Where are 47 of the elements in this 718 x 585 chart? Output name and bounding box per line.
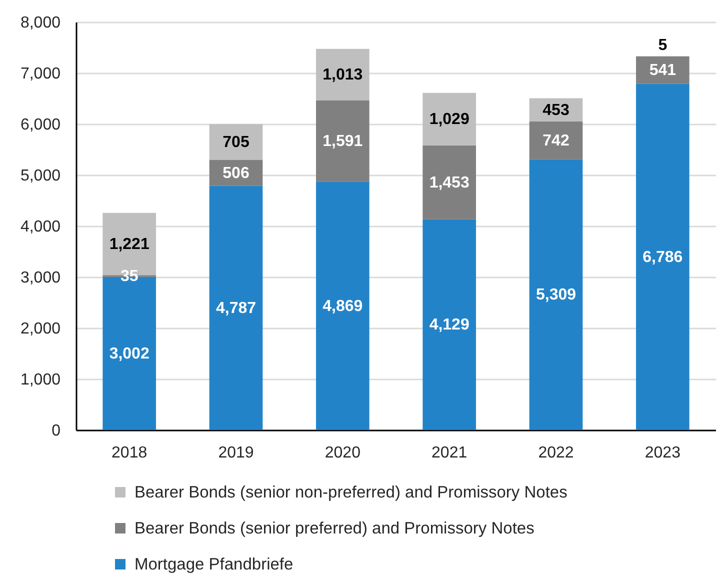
y-tick-label: 6,000	[20, 116, 61, 134]
x-tick-label: 2020	[324, 444, 361, 462]
data-label: 6,786	[642, 248, 683, 266]
x-tick-label: 2021	[432, 444, 468, 462]
data-label: 1,453	[429, 174, 470, 192]
y-tick-label: 4,000	[20, 218, 61, 236]
x-tick-label: 2022	[538, 444, 574, 462]
y-tick-label: 0	[52, 422, 61, 440]
data-label: 5	[658, 37, 668, 54]
y-tick-label: 8,000	[20, 14, 61, 32]
bar	[636, 84, 690, 430]
legend-label: Bearer Bonds (senior non-preferred) and Promissory Notes	[134, 483, 568, 502]
data-label: 5,309	[536, 286, 576, 304]
y-tick-label: 1,000	[20, 372, 61, 388]
y-tick-label: 7,000	[20, 66, 61, 82]
data-label: 4,787	[216, 300, 256, 317]
legend-label: Bearer Bonds (senior preferred) and Promissory Notes	[134, 519, 534, 538]
data-label: 1,591	[322, 133, 363, 150]
bar	[422, 92, 476, 146]
x-tick-label: 2019	[218, 444, 254, 462]
data-label: 453	[542, 102, 570, 119]
bar	[529, 121, 583, 160]
y-tick-label: 5,000	[20, 168, 61, 184]
bar	[316, 48, 370, 101]
y-tick-label: 3,000	[20, 270, 61, 286]
data-label: 705	[222, 134, 250, 152]
bar	[422, 219, 476, 430]
bar	[209, 124, 263, 160]
x-tick-label: 2018	[112, 444, 148, 462]
data-label: 1,013	[322, 66, 363, 84]
bar	[636, 56, 690, 84]
bar	[316, 182, 370, 430]
bar	[422, 145, 476, 220]
bar	[316, 100, 370, 182]
data-label: 3,002	[109, 345, 150, 362]
x-tick-label: 2023	[644, 444, 681, 462]
data-label: 4,129	[429, 316, 470, 334]
bar	[529, 159, 583, 430]
y-tick-label: 2,000	[20, 320, 61, 338]
data-label: 742	[542, 132, 570, 150]
data-label: 1,221	[109, 236, 150, 253]
legend-label: Mortgage Pfandbriefe	[134, 555, 294, 574]
bar	[209, 186, 263, 430]
data-label: 1,029	[429, 111, 470, 128]
data-label: 506	[222, 164, 250, 182]
data-label: 541	[649, 62, 676, 80]
data-label: 4,869	[322, 298, 363, 315]
